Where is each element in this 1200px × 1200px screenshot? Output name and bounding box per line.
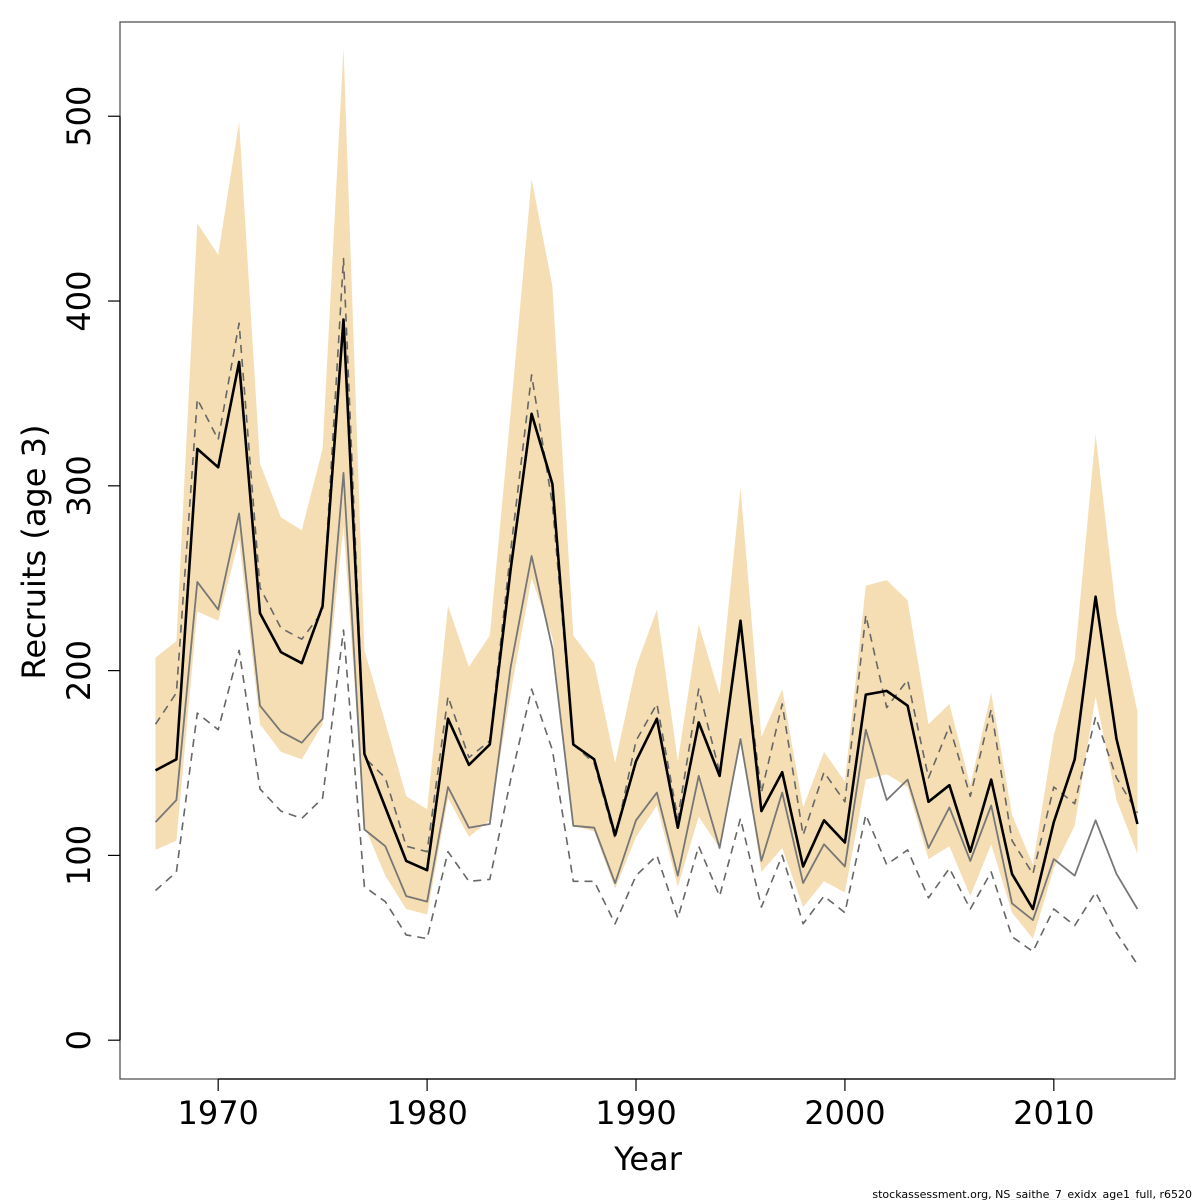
series-line-estimate [154, 318, 1139, 911]
y-axis-title: Recruits (age 3) [15, 425, 53, 680]
y-tick-label: 0 [60, 1030, 98, 1050]
y-tick-label: 300 [60, 455, 98, 516]
x-tick-label: 1970 [177, 1094, 258, 1132]
confidence-band [155, 47, 1138, 939]
series-line-comparison-lower [154, 629, 1139, 965]
x-tick-label: 2000 [804, 1094, 885, 1132]
y-tick-label: 400 [60, 270, 98, 331]
y-tick-label: 100 [60, 825, 98, 886]
y-tick-label: 500 [60, 86, 98, 147]
y-tick-label: 200 [60, 640, 98, 701]
x-tick-label: 1980 [386, 1094, 467, 1132]
plot-area [119, 21, 1176, 1080]
x-axis: 1970 1980 1990 2000 2010 [177, 1078, 1095, 1132]
series-layer [154, 257, 1139, 965]
y-axis: 0 100 200 300 400 500 [60, 86, 121, 1050]
source-caption: stockassessment.org, NS_saithe_7_exidx_a… [872, 1188, 1192, 1200]
x-axis-title: Year [613, 1140, 683, 1178]
x-tick-label: 2010 [1013, 1094, 1094, 1132]
x-tick-label: 1990 [595, 1094, 676, 1132]
series-line-comparison [154, 471, 1139, 921]
